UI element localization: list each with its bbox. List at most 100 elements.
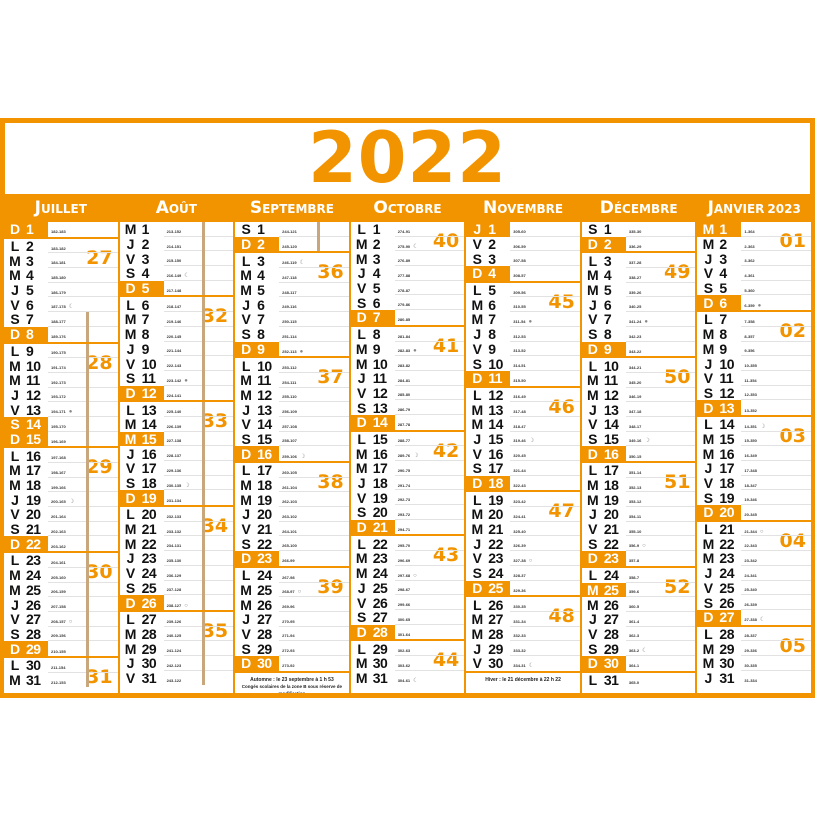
day-info: 354-11St Théophile — [625, 507, 696, 522]
school-holiday-bar — [201, 312, 205, 327]
day-info: 308-57St Charles Borromée — [510, 266, 580, 281]
day-number: 22 — [26, 535, 41, 552]
month-name: Octobre — [373, 198, 442, 218]
weekday-letter: D — [9, 640, 21, 657]
day-badge: S 15 — [582, 431, 626, 447]
day-of-year-code: 188-177 — [51, 318, 66, 324]
full-moon-icon: ○ — [759, 528, 764, 535]
day-of-year-code: 224-141 — [166, 392, 182, 398]
day-number: 20 — [372, 504, 388, 521]
day-row: J 13 347-18Ste Lucie — [582, 402, 696, 418]
weekday-letter: D — [9, 221, 21, 238]
day-number: 15 — [257, 430, 272, 447]
day-row: V 14 257-108Croix Glorieuse — [235, 416, 349, 432]
day-info: 277-88St François d'Assise — [394, 266, 465, 281]
weekday-letter: D — [356, 623, 367, 640]
day-info: 211-154Ste Juliette — [48, 658, 118, 673]
day-of-year-code: 259-106 — [282, 453, 297, 459]
day-number: 29 — [257, 640, 272, 657]
day-row: S 21 202-163St Victor — [4, 521, 118, 537]
day-number: 28 — [141, 625, 157, 642]
school-holiday-bar — [201, 370, 205, 386]
day-of-year-code: 222-143 — [166, 363, 182, 369]
school-holiday-bar — [201, 565, 205, 581]
weekday-letter: M — [9, 477, 21, 494]
day-row: L 22 295-70Ste Salomé — [351, 536, 465, 552]
weekday-letter: J — [588, 506, 597, 523]
day-info: 292-73St René — [394, 490, 465, 506]
first-quarter-moon-icon: ☽ — [299, 453, 306, 460]
day-of-year-code: 288-77 — [397, 438, 411, 444]
week-number: 36 — [317, 261, 344, 284]
day-info: 270-95St Vincent de Paul — [279, 612, 349, 627]
day-badge: M 12 — [235, 387, 279, 403]
weekday-letter: M — [471, 625, 484, 642]
day-number: 11 — [488, 370, 503, 387]
day-row: D 26 238-127○Ste Natacha — [119, 595, 234, 611]
week-number: 01 — [779, 230, 806, 252]
day-badge: L 29 — [351, 641, 395, 657]
school-holiday-bar — [86, 463, 89, 478]
weekday-letter: M — [124, 326, 137, 343]
day-info: 205-160Ste Christine — [48, 568, 118, 583]
weekday-letter: V — [472, 340, 482, 357]
first-quarter-moon-icon: ☽ — [759, 423, 766, 430]
day-badge: M 21 — [466, 521, 510, 537]
day-row: V 25 25-340Conversion de St Paul — [697, 580, 811, 596]
day-info: 341-24●St Ambroise — [625, 312, 696, 327]
day-badge: M 16 — [697, 446, 741, 462]
day-row: J 16 228-137St Armel — [120, 446, 234, 462]
school-holiday-bar — [86, 402, 89, 417]
week-number: 33 — [201, 410, 229, 433]
day-of-year-code: 246-119 — [282, 260, 297, 266]
day-of-year-code: 231-134 — [166, 497, 182, 503]
day-of-year-code: 13-352 — [744, 407, 757, 413]
school-holiday-bar — [86, 641, 89, 656]
weekday-letter: J — [357, 475, 366, 492]
day-of-year-code: 329-36 — [513, 587, 526, 593]
school-holiday-bar — [86, 507, 89, 522]
day-of-year-code: 272-93 — [282, 648, 295, 654]
weekday-letter: M — [9, 252, 21, 269]
day-badge: S 13 — [351, 400, 395, 416]
day-badge: J 23 — [120, 550, 164, 566]
day-badge: M 17 — [4, 462, 48, 478]
day-badge: J 22 — [466, 536, 510, 552]
day-info: 239-126Ste Monique — [163, 612, 234, 627]
day-of-year-code: 277-88 — [397, 272, 411, 278]
day-badge: V 28 — [235, 625, 279, 642]
school-holiday-bar — [86, 448, 89, 463]
school-holiday-bar — [86, 358, 89, 373]
weekday-letter: M — [471, 311, 484, 328]
day-info: 271-94St Venceslas — [279, 627, 349, 642]
day-number: 28 — [257, 625, 272, 642]
day-number: 30 — [141, 655, 157, 672]
day-info: 210-155Ste Marthe — [48, 641, 118, 656]
day-number: 27 — [141, 611, 157, 628]
day-row: J 31 31-334Ste Marcelle — [697, 670, 811, 686]
day-of-year-code: 344-21 — [628, 365, 642, 371]
day-info: 301-64Sts Simon/Jude / Heure d'hiver — [395, 625, 465, 640]
day-number: 9 — [141, 340, 150, 357]
day-row: S 13 286-79St Géraud — [351, 400, 465, 416]
weekday-letter: M — [240, 596, 252, 613]
day-number: 27 — [719, 609, 734, 626]
day-info: 1-364JOUR DE L'AN — [741, 222, 811, 237]
weekday-letter: M — [471, 416, 484, 433]
day-info: 356-9○Ste Françoise-Xavière — [625, 536, 696, 552]
day-number: 11 — [603, 372, 618, 389]
day-row: V 21 355-10St Pierre Canisius — [582, 521, 696, 537]
day-number: 26 — [488, 596, 503, 613]
day-row: J 29 333-32St Saturnin — [466, 641, 580, 657]
